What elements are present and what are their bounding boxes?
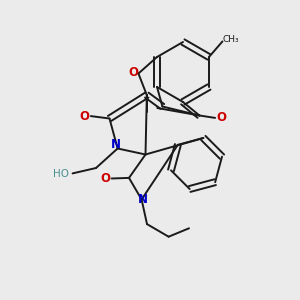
Text: N: N (138, 193, 148, 206)
Text: O: O (128, 65, 138, 79)
Text: O: O (100, 172, 110, 185)
Text: O: O (79, 110, 89, 123)
Text: CH₃: CH₃ (223, 35, 239, 44)
Text: HO: HO (53, 169, 69, 179)
Text: N: N (111, 138, 121, 152)
Text: O: O (217, 111, 227, 124)
